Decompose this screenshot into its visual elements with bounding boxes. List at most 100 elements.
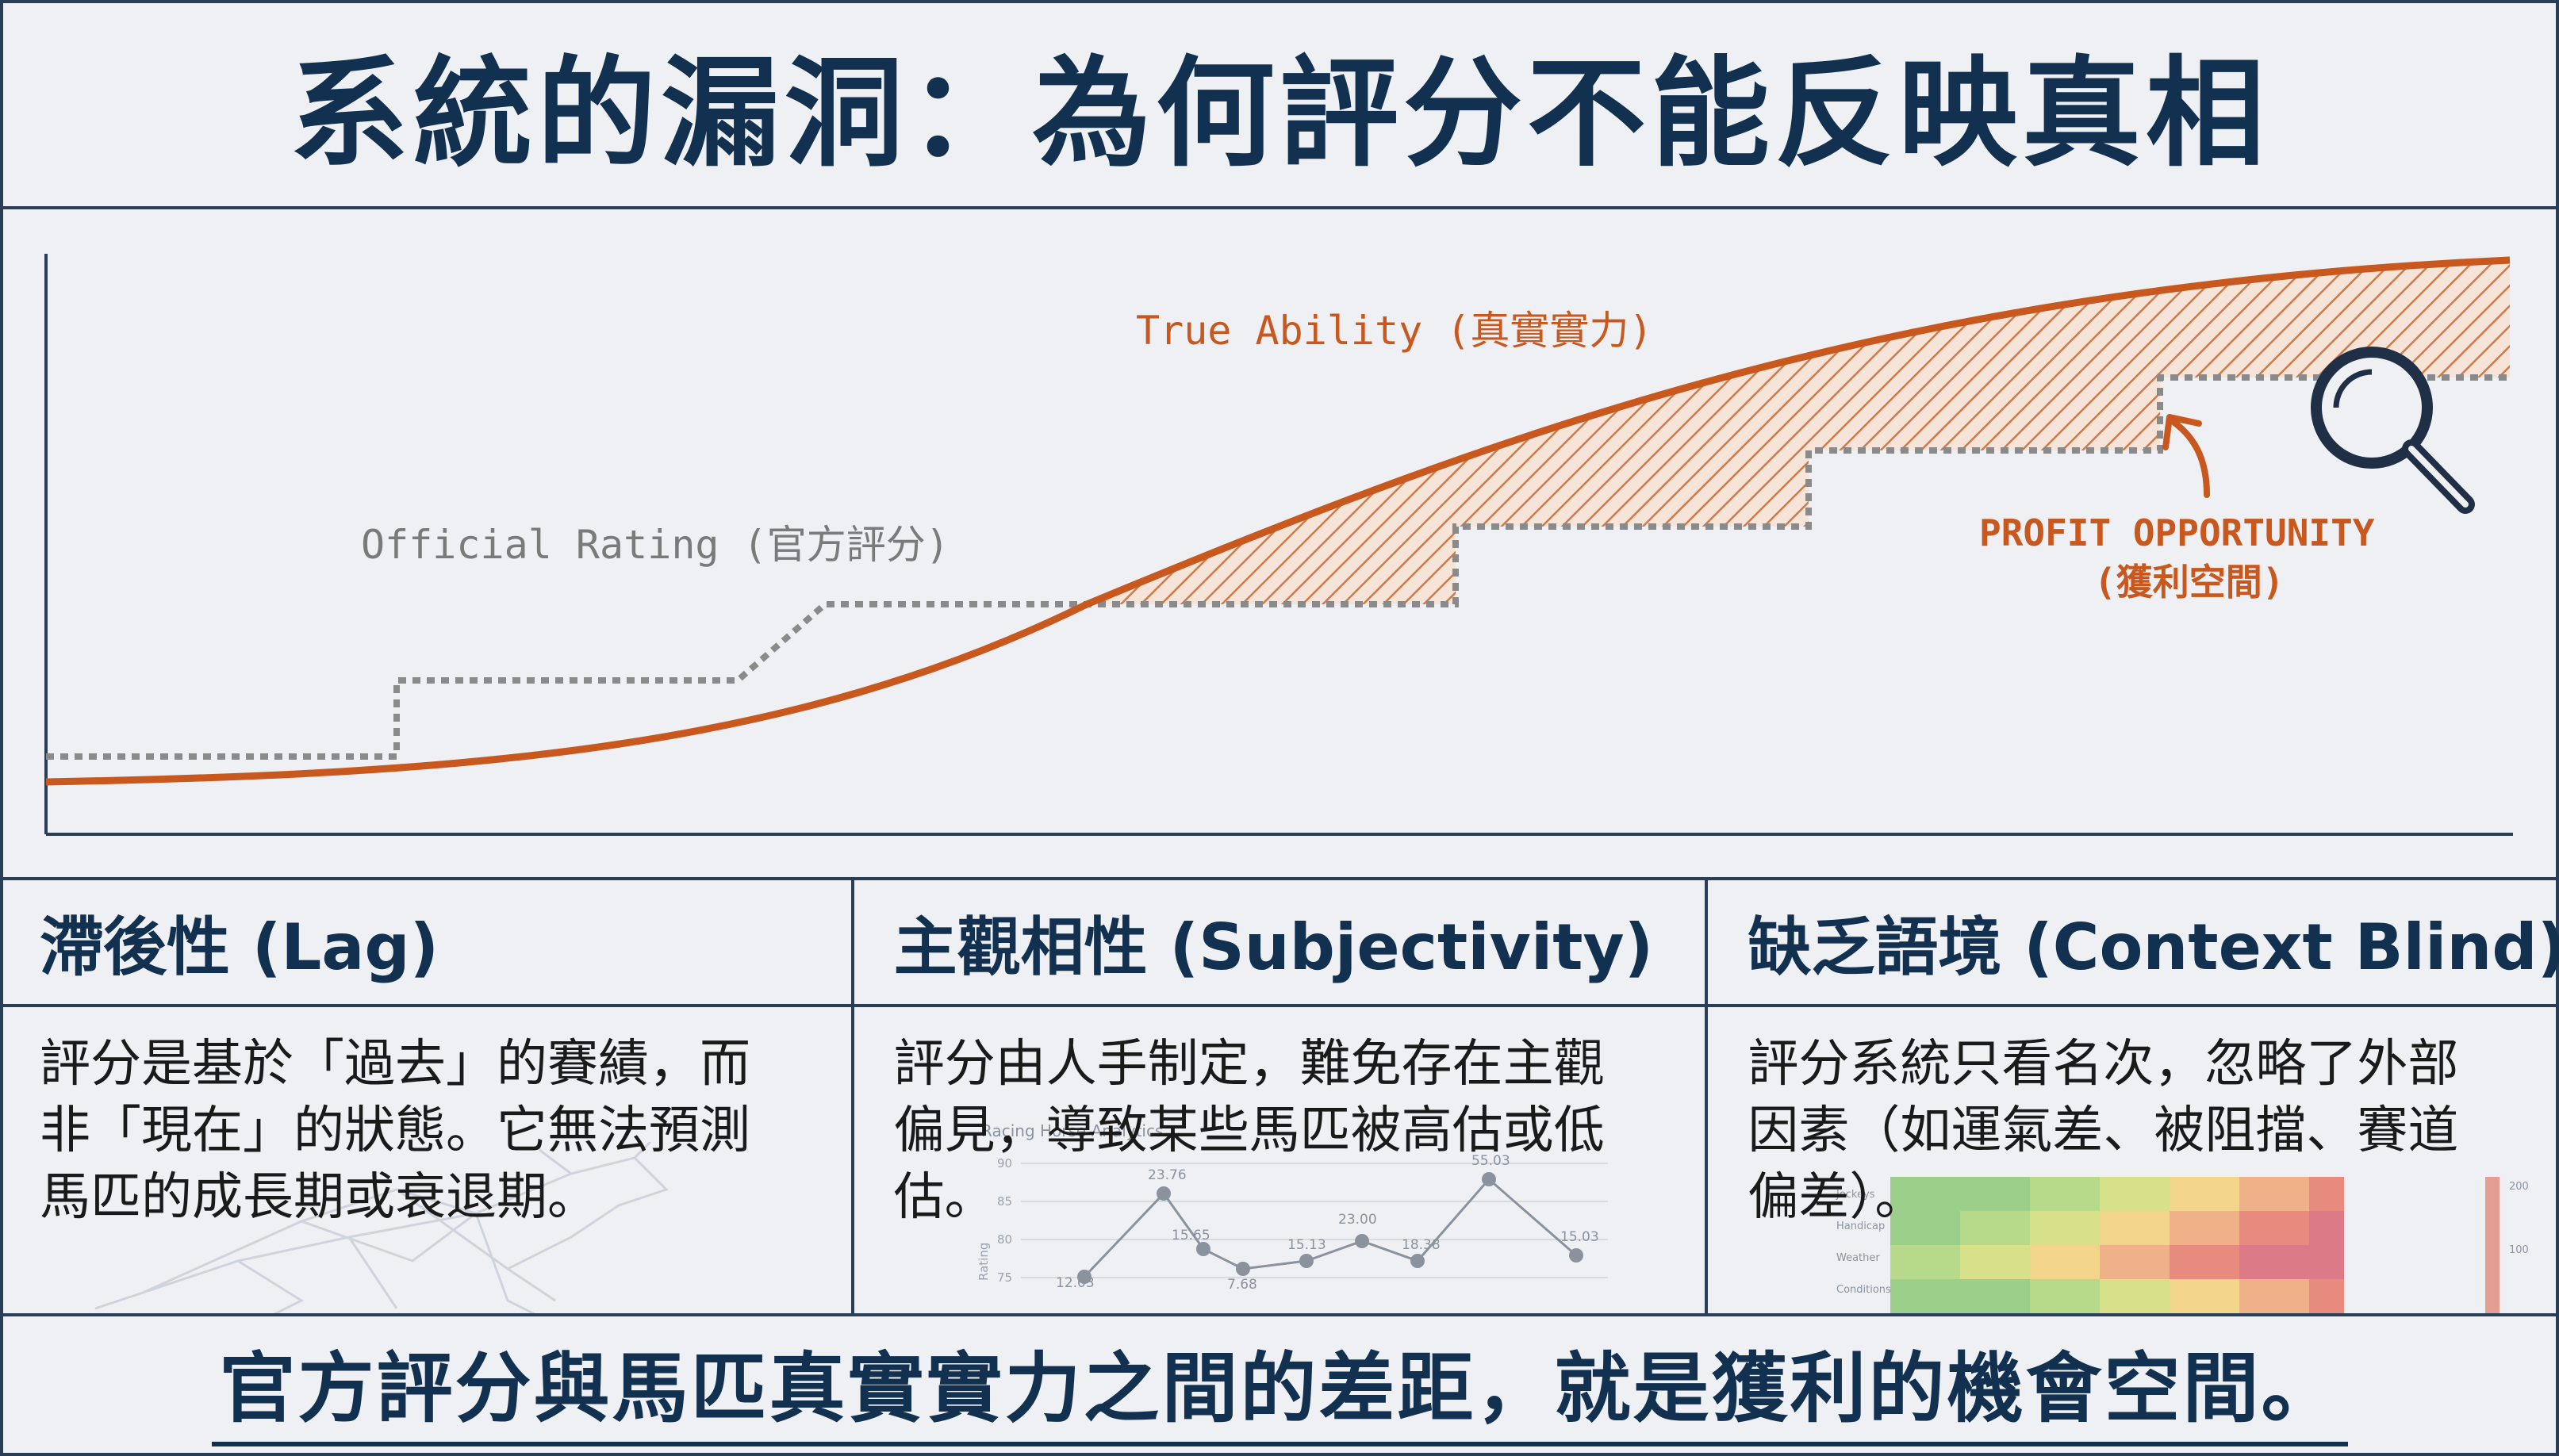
card-body: 評分系統只看名次，忽略了外部 因素（如運氣差、被阻擋、賽道 偏差）。 [1708, 1007, 2559, 1231]
mini-chart-value: 18.38 [1402, 1237, 1441, 1253]
heatmap-cell [1890, 1177, 1926, 1211]
heatmap-cell [1995, 1211, 2031, 1245]
profit-opportunity-label: PROFIT OPPORTUNITY [1979, 512, 2375, 554]
mini-chart-value: 15.03 [1560, 1229, 1599, 1245]
mini-chart-point [1299, 1254, 1314, 1268]
heatmap-cell [2100, 1279, 2135, 1313]
card-text-line: 非「現在」的狀態。它無法預測 [40, 1102, 750, 1160]
heatmap-cell [1925, 1245, 1961, 1279]
heatmap-row-label: Jockeys [1836, 1189, 1875, 1201]
diagram-svg: True Ability (真實實力) Official Rating (官方評… [44, 254, 2513, 836]
mini-chart-value: 23.00 [1338, 1212, 1377, 1228]
heatmap-cell [1925, 1279, 1961, 1313]
heatmap-figure: Jockeys Handicap Weather Conditions 200 … [1827, 1174, 2541, 1313]
mini-chart-value: 7.68 [1227, 1277, 1257, 1293]
cards-row: 滯後性 (Lag) 評分是基於「過去」的賽績，而 非「現在」的狀態。它無法預測 … [0, 880, 2559, 1316]
heatmap-cell [2274, 1211, 2310, 1245]
heatmap-cell [2309, 1279, 2345, 1313]
heatmap-cell [2170, 1211, 2205, 1245]
heatmap-cell [2135, 1279, 2170, 1313]
mini-chart-point [1235, 1262, 1250, 1276]
horse-sketch-icon [94, 1142, 669, 1313]
heatmap-cell [2204, 1177, 2240, 1211]
heatmap-cell [2100, 1177, 2135, 1211]
heatmap-cell [2274, 1177, 2310, 1211]
profit-gap-region [1087, 260, 2510, 604]
mini-chart-tick: 85 [997, 1194, 1012, 1209]
card-text-line: 評分系統只看名次，忽略了外部 [1748, 1035, 2459, 1094]
card-text-line: 估。 [893, 1168, 996, 1227]
card-text-line: 因素（如運氣差、被阻擋、賽道 [1748, 1102, 2459, 1160]
card-body: 評分是基於「過去」的賽績，而 非「現在」的狀態。它無法預測 馬匹的成長期或衰退期… [0, 1007, 851, 1231]
rating-vs-ability-diagram: True Ability (真實實力) Official Rating (官方評… [0, 209, 2559, 880]
slide-title: 系統的漏洞：為何評分不能反映真相 [289, 44, 2269, 183]
official-rating-label: Official Rating (官方評分) [361, 522, 950, 568]
true-ability-curve [45, 256, 2511, 786]
heatmap-cell [2065, 1245, 2101, 1279]
heatmap-cell [1925, 1177, 1961, 1211]
heatmap-cell [2135, 1177, 2170, 1211]
heatmap-cell [2065, 1211, 2101, 1245]
heatmap-cell [1960, 1245, 1996, 1279]
heatmap-cell [2204, 1279, 2240, 1313]
heatmap-cell [2100, 1245, 2135, 1279]
heatmap-cell [1890, 1245, 1926, 1279]
heatmap-cell [2135, 1245, 2170, 1279]
heatmap-cell [1960, 1211, 1996, 1245]
heatmap-cell [2239, 1279, 2275, 1313]
heatmap-cell [1995, 1245, 2031, 1279]
card-text-line: 評分由人手制定，難免存在主觀 [893, 1035, 1605, 1094]
heatmap-cell [2100, 1211, 2135, 1245]
profit-opportunity-sublabel: (獲利空間) [2094, 561, 2284, 603]
mini-chart-axis-label: Rating [976, 1243, 991, 1281]
heatmap-cell [2204, 1211, 2240, 1245]
heatmap-cell [2239, 1211, 2275, 1245]
mini-chart-value: 15.65 [1172, 1228, 1210, 1243]
heatmap-cell [2030, 1177, 2066, 1211]
official-rating-line [46, 374, 2510, 760]
heatmap-cell [1890, 1279, 1926, 1313]
mini-chart-point [1156, 1186, 1171, 1201]
heatmap: Jockeys Handicap Weather Conditions 200 … [1836, 1177, 2529, 1313]
mini-chart-tick: 75 [997, 1270, 1012, 1285]
heatmap-cell [1995, 1177, 2031, 1211]
mini-chart-value: 15.13 [1287, 1237, 1326, 1253]
mini-chart-point [1568, 1248, 1583, 1263]
heatmap-cell [1925, 1211, 1961, 1245]
footer-conclusion: 官方評分與馬匹真實實力之間的差距，就是獲利的機會空間。 [211, 1327, 2348, 1446]
mini-chart-value: 23.76 [1148, 1167, 1187, 1183]
heatmap-cell [2065, 1177, 2101, 1211]
card-text-line: 馬匹的成長期或衰退期。 [40, 1168, 598, 1227]
heatmap-cell [2135, 1211, 2170, 1245]
footer: 官方評分與馬匹真實實力之間的差距，就是獲利的機會空間。 [0, 1316, 2559, 1456]
card-subjectivity: 主觀相性 (Subjectivity) Racing Horse Analyti… [854, 880, 1709, 1313]
heatmap-cell [2030, 1279, 2066, 1313]
card-heading: 滯後性 (Lag) [0, 880, 851, 1007]
heatmap-cell [2204, 1245, 2240, 1279]
pointer-arrow-icon [2162, 414, 2210, 498]
heatmap-cell [2274, 1245, 2310, 1279]
card-heading: 缺乏語境 (Context Blind) [1708, 880, 2559, 1007]
mini-chart-value: 55.03 [1471, 1153, 1510, 1169]
card-text-line: 偏見，導致某些馬匹被高估或低 [893, 1102, 1605, 1160]
heatmap-cell [2065, 1279, 2101, 1313]
heatmap-cell [2239, 1177, 2275, 1211]
card-body: 評分由人手制定，難免存在主觀 偏見，導致某些馬匹被高估或低 估。 [854, 1007, 1705, 1231]
title-bar: 系統的漏洞：為何評分不能反映真相 [0, 0, 2559, 209]
true-ability-label: True Ability (真實實力) [1136, 308, 1653, 354]
magnifying-glass-icon [2311, 347, 2475, 514]
card-heading: 主觀相性 (Subjectivity) [854, 880, 1705, 1007]
mini-chart-title: Racing Horse Analytics [981, 1122, 1163, 1140]
mini-chart-point [1076, 1270, 1092, 1284]
heatmap-cell [2170, 1245, 2205, 1279]
heatmap-cell [2274, 1279, 2310, 1313]
heatmap-cell [2030, 1211, 2066, 1245]
mini-chart-tick: 80 [997, 1232, 1012, 1247]
heatmap-scale-bar [2485, 1177, 2500, 1313]
heatmap-cell [2309, 1177, 2345, 1211]
heatmap-row-label: Handicap [1836, 1220, 1885, 1232]
heatmap-cell [2170, 1177, 2205, 1211]
card-text-line: 偏差）。 [1748, 1168, 1926, 1227]
heatmap-cell [1995, 1279, 2031, 1313]
